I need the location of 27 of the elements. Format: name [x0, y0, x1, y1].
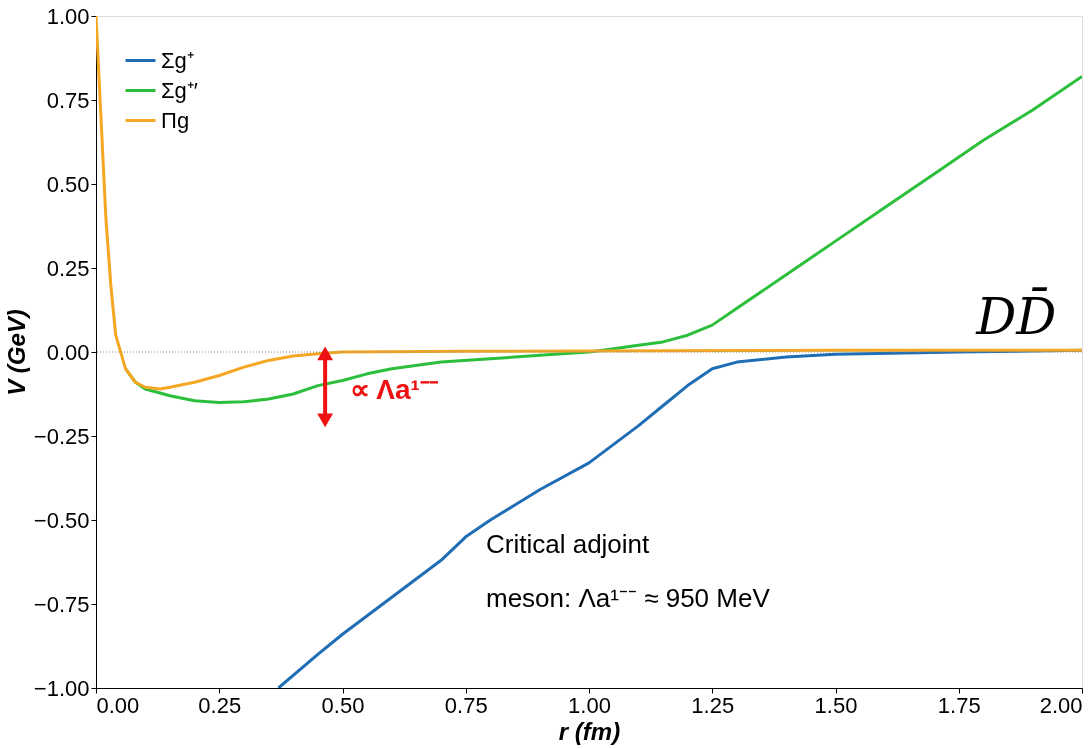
x-tick-label: 1.50 — [814, 692, 858, 718]
x-tick-label: 1.00 — [568, 692, 611, 718]
x-tick-label: 0.00 — [96, 692, 140, 718]
x-axis-title: r (fm) — [558, 717, 621, 745]
legend-label: Πg — [161, 107, 190, 133]
y-tick-label: 0.25 — [46, 255, 90, 281]
x-tick-label: 0.25 — [198, 692, 242, 718]
x-tick-label: 0.75 — [444, 692, 488, 718]
y-tick-label: −1.00 — [33, 675, 90, 701]
x-tick-label: 1.75 — [937, 692, 981, 718]
legend-label: Σg⁺′ — [161, 77, 198, 103]
legend-label: Σg⁺ — [161, 47, 194, 73]
annotation: meson: Λa¹⁻⁻ ≈ 950 MeV — [486, 582, 771, 613]
annotation: Critical adjoint — [486, 529, 651, 560]
y-tick-label: 0.00 — [46, 339, 90, 365]
y-tick-label: 0.50 — [46, 171, 90, 197]
y-tick-label: 0.75 — [46, 87, 90, 113]
y-tick-label: −0.50 — [33, 507, 90, 533]
x-tick-label: 2.00 — [1039, 692, 1083, 718]
annotation: ∝ Λa¹⁻⁻ — [349, 374, 438, 406]
y-tick-label: −0.75 — [33, 591, 90, 617]
y-tick-label: 1.00 — [46, 3, 90, 29]
annotation: DD̄ — [975, 287, 1057, 347]
y-tick-label: −0.25 — [33, 423, 90, 449]
x-tick-label: 0.50 — [321, 692, 365, 718]
x-tick-label: 1.25 — [691, 692, 735, 718]
y-axis-title: V (GeV) — [2, 309, 30, 396]
